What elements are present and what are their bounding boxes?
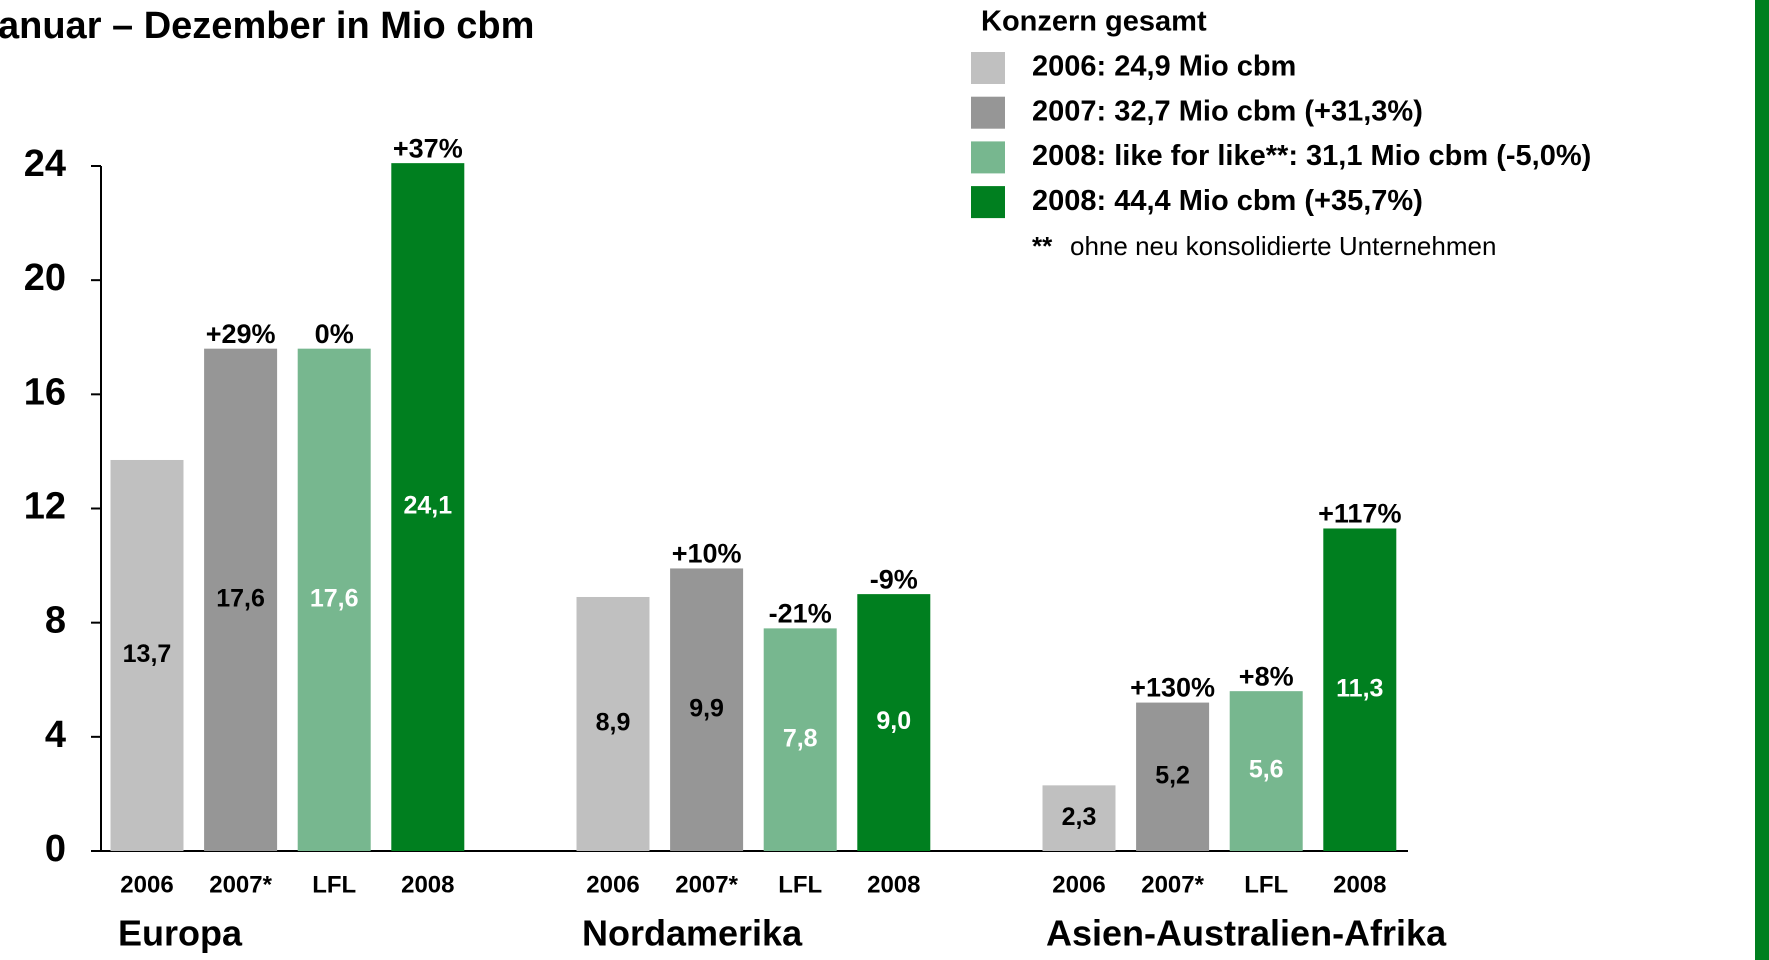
change-label: 0% — [315, 319, 354, 349]
change-label: +8% — [1239, 661, 1294, 691]
legend-swatch — [971, 52, 1005, 84]
value-label: 8,9 — [596, 709, 631, 737]
x-tick-label: LFL — [778, 871, 822, 898]
change-label: -9% — [870, 564, 918, 594]
group-label: Europa — [118, 913, 243, 954]
bar — [670, 568, 744, 851]
y-tick-label: 20 — [24, 257, 66, 299]
bar — [1042, 785, 1116, 851]
y-tick-label: 24 — [24, 143, 66, 185]
value-label: 2,3 — [1062, 803, 1097, 831]
change-label: +130% — [1130, 673, 1215, 703]
footnote: ohne neu konsolidierte Unternehmen — [1070, 231, 1496, 261]
bar — [576, 596, 650, 851]
bar — [297, 348, 371, 851]
bar — [1229, 691, 1303, 851]
value-label: 5,2 — [1155, 761, 1190, 789]
change-label: +117% — [1318, 499, 1401, 529]
value-label: 11,3 — [1336, 674, 1383, 702]
x-tick-label: 2007* — [1141, 871, 1204, 898]
x-tick-label: 2007* — [209, 871, 272, 898]
x-tick-label: 2006 — [586, 871, 639, 898]
edge-bar — [1755, 0, 1769, 960]
legend-title: Konzern gesamt — [981, 6, 1207, 38]
y-tick-label: 16 — [24, 371, 66, 413]
bar — [1323, 528, 1397, 851]
x-tick-label: 2006 — [1052, 871, 1105, 898]
legend-swatch — [971, 141, 1005, 174]
y-tick-label: 0 — [45, 828, 66, 870]
legend-swatch — [971, 96, 1005, 129]
change-label: +10% — [672, 539, 742, 569]
legend-label: 2007: 32,7 Mio cbm (+31,3%) — [1032, 95, 1423, 127]
change-label: +37% — [393, 133, 463, 163]
legend-label: 2006: 24,9 Mio cbm — [1032, 51, 1296, 83]
chart-title: anuar – Dezember in Mio cbm — [0, 5, 534, 47]
x-tick-label: 2008 — [867, 871, 920, 898]
legend-label: 2008: 44,4 Mio cbm (+35,7%) — [1032, 185, 1423, 217]
y-tick-label: 4 — [45, 714, 66, 756]
legend-swatch — [971, 186, 1005, 219]
value-label: 17,6 — [310, 584, 359, 612]
group-label: Nordamerika — [582, 913, 803, 954]
x-tick-label: 2006 — [120, 871, 173, 898]
change-label: -21% — [769, 599, 832, 629]
value-label: 9,9 — [689, 694, 724, 722]
legend-label: 2008: like for like**: 31,1 Mio cbm (-5,… — [1032, 140, 1591, 172]
bar — [391, 163, 465, 852]
bar — [763, 628, 837, 851]
value-label: 9,0 — [876, 707, 911, 735]
value-label: 7,8 — [783, 724, 818, 752]
value-label: 13,7 — [123, 640, 172, 668]
y-tick-label: 12 — [24, 486, 66, 528]
bar — [857, 594, 931, 851]
group-label: Asien-Australien-Afrika — [1046, 913, 1447, 954]
footnote-mark: ** — [1032, 231, 1053, 261]
x-tick-label: LFL — [1244, 871, 1288, 898]
value-label: 24,1 — [403, 492, 452, 520]
x-tick-label: 2007* — [675, 871, 738, 898]
value-label: 5,6 — [1249, 756, 1284, 784]
value-label: 17,6 — [216, 584, 265, 612]
y-tick-label: 8 — [45, 600, 66, 642]
bar — [1136, 702, 1210, 851]
bar — [110, 459, 184, 851]
bar — [204, 348, 278, 851]
change-label: +29% — [206, 319, 276, 349]
x-tick-label: 2008 — [401, 871, 454, 898]
x-tick-label: 2008 — [1333, 871, 1386, 898]
x-tick-label: LFL — [312, 871, 356, 898]
